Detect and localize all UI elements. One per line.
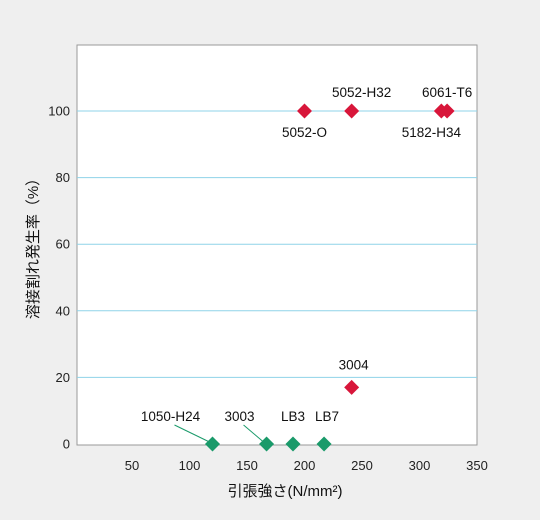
y-tick-label: 20 (56, 370, 70, 385)
y-tick-labels: 0 20 40 60 80 100 (48, 104, 70, 452)
y-tick-label: 80 (56, 170, 70, 185)
point-label-1050-h24: 1050-H24 (141, 409, 201, 424)
point-label-3003: 3003 (225, 409, 255, 424)
y-tick-label: 100 (48, 104, 70, 119)
x-tick-label: 350 (466, 458, 488, 473)
x-tick-label: 50 (125, 458, 139, 473)
x-tick-label: 250 (351, 458, 373, 473)
y-tick-label: 40 (56, 303, 70, 318)
y-tick-label: 0 (63, 437, 70, 452)
point-label-5182-h34: 5182-H34 (402, 125, 462, 140)
x-tick-label: 100 (179, 458, 201, 473)
x-tick-label: 300 (409, 458, 431, 473)
x-tick-labels: 50 100 150 200 250 300 350 (125, 458, 488, 473)
x-tick-label: 150 (236, 458, 258, 473)
point-label-lb7: LB7 (315, 409, 339, 424)
y-axis-label: 溶接割れ発生率（%） (25, 171, 42, 319)
point-label-5052-h32: 5052-H32 (332, 85, 391, 100)
point-label-lb3: LB3 (281, 409, 305, 424)
plot-area (77, 45, 477, 445)
x-tick-label: 200 (294, 458, 316, 473)
point-label-5052-o: 5052-O (282, 125, 327, 140)
point-label-3004: 3004 (339, 357, 370, 372)
point-label-6061-t6: 6061-T6 (422, 85, 472, 100)
x-axis-label: 引張強さ(N/mm²) (228, 483, 343, 500)
y-tick-label: 60 (56, 237, 70, 252)
